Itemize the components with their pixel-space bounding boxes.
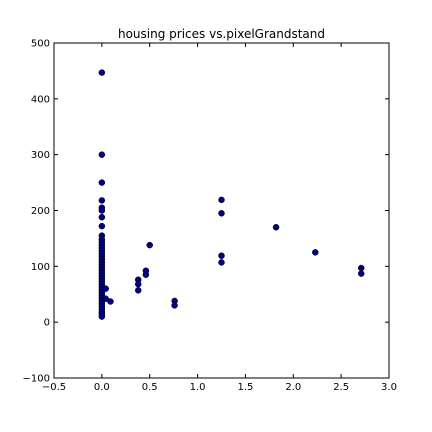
data-point — [218, 252, 225, 259]
data-point — [134, 280, 142, 288]
data-point — [98, 197, 106, 204]
data-point — [142, 271, 150, 278]
data-point — [102, 285, 109, 292]
data-point — [218, 196, 225, 204]
data-point — [357, 264, 365, 272]
data-point — [98, 222, 106, 230]
x-tick-label: 0.5 — [142, 382, 158, 393]
y-tick-label: 500 — [31, 39, 50, 50]
data-point — [98, 151, 106, 158]
chart-title: housing prices vs.pixelGrandstand — [118, 27, 325, 41]
data-point — [312, 249, 319, 256]
data-point — [146, 241, 153, 249]
data-point — [107, 298, 114, 305]
data-point — [98, 69, 106, 76]
y-tick-label: 300 — [31, 150, 50, 161]
axis-ticks: −0.5 0.0 0.5 1.0 1.5 2.0 2.5 3.0 −100 0 100 200 300 4… — [23, 39, 397, 394]
x-tick-label: 2.0 — [285, 382, 301, 393]
x-tick-label: 1.5 — [237, 382, 253, 393]
data-point — [102, 295, 109, 302]
data-point — [357, 270, 365, 277]
data-point — [98, 313, 106, 320]
x-tick-label: −0.5 — [42, 382, 66, 393]
data-point — [98, 213, 106, 221]
data-point — [98, 207, 106, 214]
x-tick-label: 1.0 — [190, 382, 206, 393]
y-tick-label: 200 — [31, 206, 50, 217]
x-tick-label: 0.0 — [94, 382, 110, 393]
y-tick-label: 0 — [44, 318, 50, 329]
data-points — [98, 69, 365, 320]
y-tick-label: 400 — [31, 94, 50, 105]
data-point — [134, 287, 142, 294]
data-point — [98, 179, 106, 186]
data-point — [272, 224, 280, 231]
x-tick-label: 2.5 — [333, 382, 349, 393]
data-point — [218, 259, 225, 266]
data-point — [218, 210, 225, 217]
y-tick-label: −100 — [23, 374, 50, 385]
x-tick-label: 3.0 — [381, 382, 397, 393]
data-point — [171, 302, 178, 309]
y-tick-label: 100 — [31, 262, 50, 273]
